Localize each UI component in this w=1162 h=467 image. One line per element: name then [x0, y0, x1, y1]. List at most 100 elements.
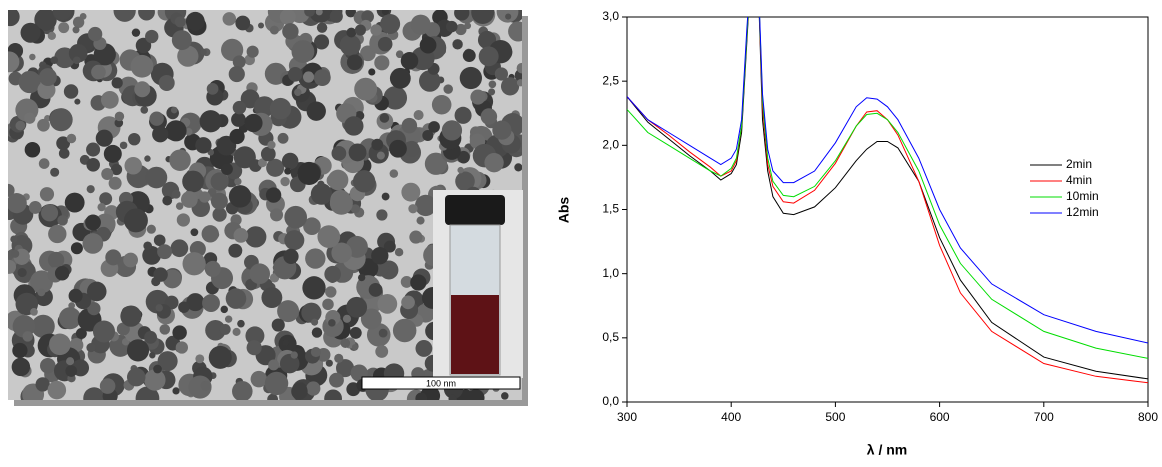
particle — [268, 359, 280, 371]
particle — [103, 144, 122, 163]
particle — [351, 344, 358, 351]
particle — [267, 140, 276, 149]
particle — [101, 167, 114, 180]
particle — [153, 267, 168, 282]
particle — [39, 187, 55, 202]
particle — [329, 10, 343, 23]
particle — [82, 233, 104, 254]
particle — [291, 383, 308, 400]
particle — [153, 234, 166, 247]
particle — [283, 248, 299, 264]
particle — [249, 263, 271, 285]
particle — [282, 23, 299, 40]
particle — [153, 364, 162, 374]
particle — [244, 113, 263, 133]
particle — [210, 192, 228, 210]
particle — [291, 40, 315, 64]
particle — [11, 357, 31, 377]
particle — [245, 226, 267, 248]
particle — [269, 394, 278, 400]
particle — [176, 213, 190, 227]
particle — [237, 319, 245, 328]
particle — [172, 387, 180, 395]
x-tick-label: 400 — [721, 410, 741, 424]
particle — [394, 247, 404, 257]
particle — [66, 357, 75, 366]
particle — [149, 111, 164, 126]
particle — [195, 137, 212, 154]
particle — [37, 288, 46, 297]
particle — [130, 54, 154, 78]
particle — [145, 166, 168, 189]
particle — [155, 304, 163, 312]
particle — [257, 158, 267, 168]
particle — [232, 55, 246, 69]
particle — [232, 381, 253, 400]
particle — [220, 163, 233, 176]
particle — [114, 111, 125, 122]
particle — [212, 207, 227, 222]
particle — [311, 318, 319, 326]
vial-liquid — [451, 295, 499, 374]
particle — [8, 259, 17, 274]
y-tick-label: 1,0 — [602, 266, 619, 280]
particle — [448, 394, 457, 400]
particle — [85, 214, 101, 231]
particle — [30, 308, 38, 316]
particle — [464, 22, 472, 30]
particle — [488, 88, 496, 96]
particle — [10, 249, 20, 258]
particle — [389, 139, 407, 158]
particle — [331, 145, 347, 161]
particle — [408, 204, 418, 214]
scale-bar-label: 100 nm — [426, 378, 456, 388]
particle — [401, 295, 415, 310]
particle — [342, 314, 352, 323]
particle — [86, 158, 100, 172]
particle — [170, 239, 189, 258]
particle — [287, 67, 303, 82]
particle — [348, 143, 367, 162]
particle — [462, 49, 476, 63]
particle — [105, 249, 122, 266]
particle — [83, 387, 105, 400]
particle — [357, 273, 366, 282]
particle — [24, 112, 36, 124]
particle — [254, 96, 275, 118]
particle — [202, 294, 220, 313]
particle — [374, 55, 390, 71]
particle — [47, 251, 65, 269]
particle — [492, 120, 512, 140]
particle — [334, 353, 344, 363]
particle — [30, 270, 53, 294]
particle — [199, 110, 222, 133]
particle — [66, 133, 77, 144]
particle — [410, 274, 427, 291]
particle — [377, 294, 398, 314]
particle — [340, 338, 351, 348]
particle — [123, 208, 148, 233]
particle — [331, 242, 352, 264]
particle — [170, 106, 178, 114]
particle — [142, 246, 162, 265]
particle — [224, 315, 233, 323]
particle — [380, 13, 401, 34]
particle — [149, 352, 156, 359]
particle — [144, 369, 166, 391]
particle — [185, 11, 205, 31]
particle — [158, 74, 175, 91]
particle — [86, 142, 101, 157]
particle — [354, 24, 366, 36]
particle — [377, 36, 393, 52]
particle — [317, 180, 325, 188]
particle — [40, 357, 56, 374]
particle — [452, 39, 463, 50]
particle — [313, 69, 331, 87]
particle — [389, 169, 399, 178]
particle — [297, 161, 321, 186]
particle — [350, 204, 360, 214]
y-tick-label: 1,5 — [602, 202, 619, 216]
particle — [15, 120, 26, 131]
y-tick-label: 2,0 — [602, 138, 619, 152]
